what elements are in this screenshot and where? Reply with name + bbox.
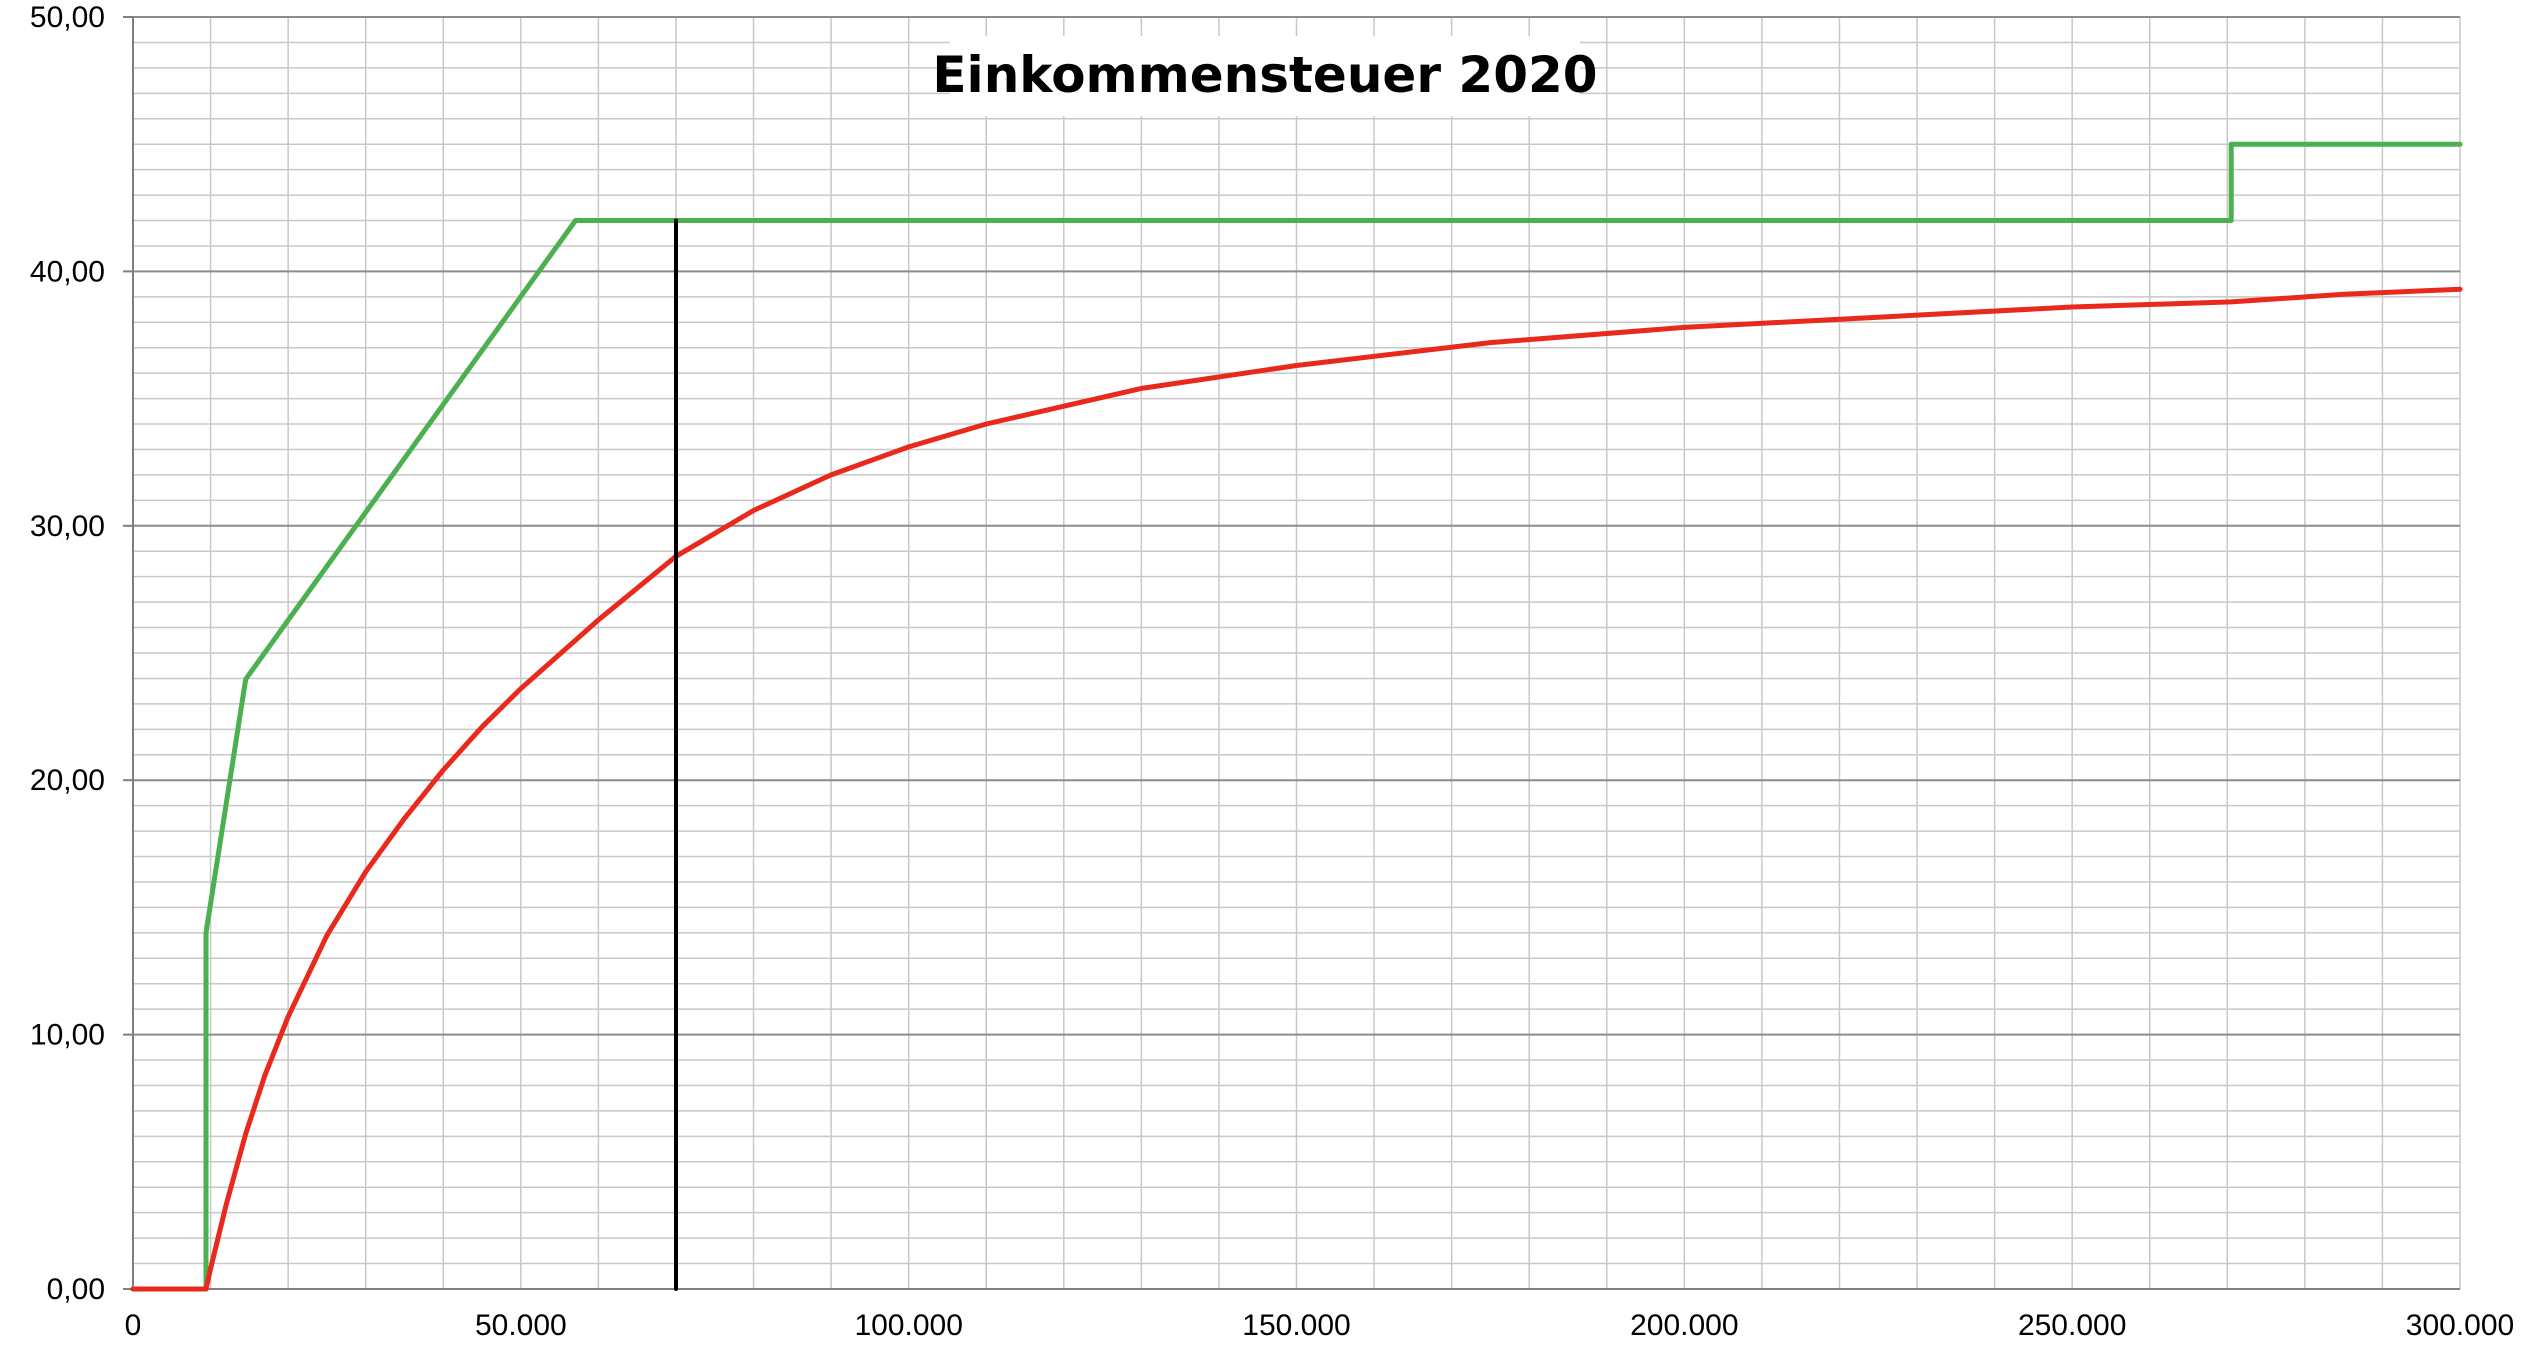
x-tick-label: 150.000 bbox=[1242, 1309, 1350, 1342]
series-group bbox=[130, 141, 2463, 1292]
x-tick-label: 100.000 bbox=[854, 1309, 962, 1342]
average-rate-line bbox=[130, 286, 2463, 1292]
y-tick-label: 20,00 bbox=[30, 764, 105, 797]
y-tick-label: 0,00 bbox=[47, 1273, 105, 1306]
x-tick-label: 250.000 bbox=[2018, 1309, 2126, 1342]
x-tick-label: 50.000 bbox=[475, 1309, 567, 1342]
y-tick-label: 30,00 bbox=[30, 510, 105, 543]
chart-title: Einkommensteuer 2020 bbox=[932, 46, 1597, 104]
axes bbox=[123, 16, 2460, 1290]
title-background bbox=[950, 36, 1580, 116]
y-tick-label: 50,00 bbox=[30, 1, 105, 34]
minor-grid bbox=[132, 16, 2461, 1290]
y-tick-label: 10,00 bbox=[30, 1019, 105, 1052]
y-tick-label: 40,00 bbox=[30, 255, 105, 288]
x-tick-label: 0 bbox=[125, 1309, 142, 1342]
x-tick-label: 200.000 bbox=[1630, 1309, 1738, 1342]
marginal-rate-line bbox=[130, 141, 2463, 1292]
x-tick-label: 300.000 bbox=[2406, 1309, 2514, 1342]
tick-labels: 0,00 10,00 20,00 30,00 40,00 50,00 0 50.000 100.… bbox=[30, 1, 2514, 1342]
